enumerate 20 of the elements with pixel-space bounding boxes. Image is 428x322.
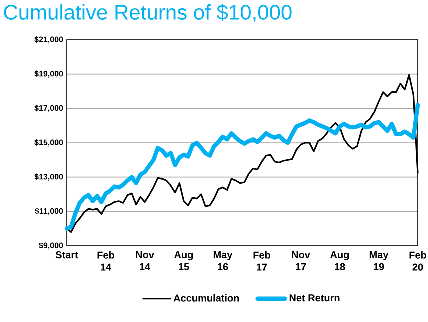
y-tick-label: $11,000 [35,208,64,216]
y-tick-label: $19,000 [34,70,64,78]
y-tick-label: $17,000 [34,105,64,112]
x-tick-label: Nov 17 [292,252,310,270]
y-tick-label: $15,000 [34,139,64,147]
x-tick-label: Feb 14 [98,252,114,271]
x-tick-label: May 19 [370,252,389,271]
x-tick-label: Aug 15 [174,252,194,271]
y-tick-label: $21,000 [34,36,64,44]
x-tick-label: Feb 17 [254,252,270,271]
x-tick-label: Feb 20 [410,252,426,271]
y-tick-label: $13,000 [34,174,64,181]
legend-label: Accumulation [174,294,240,302]
chart-title: Cumulative Returns of $10,000 [4,4,292,22]
y-tick-label: $9,000 [39,242,64,250]
x-tick-label: Nov 14 [136,252,154,270]
x-tick-label: Aug 18 [330,252,350,271]
x-tick-label: May 16 [214,252,233,271]
legend-label: Net Return [290,294,340,302]
x-tick-label: Start [56,252,78,259]
